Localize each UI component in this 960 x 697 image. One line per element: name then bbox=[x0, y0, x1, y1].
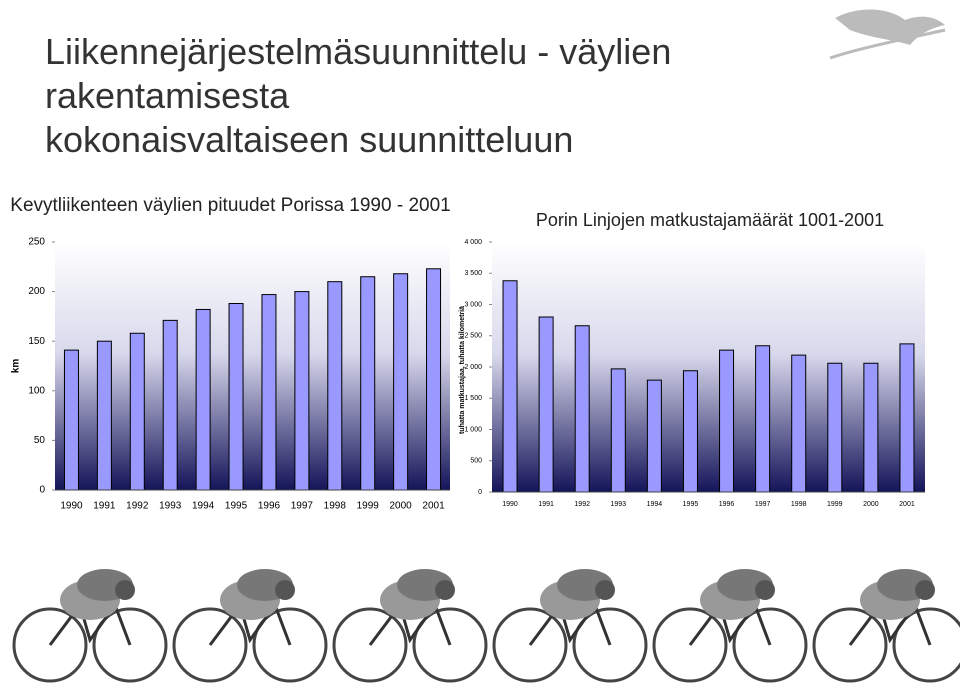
cyclist-part bbox=[115, 580, 135, 600]
x-tick-label: 1996 bbox=[258, 501, 281, 512]
cyclist-part bbox=[652, 607, 728, 683]
x-tick-label: 1990 bbox=[502, 501, 518, 508]
plot-area bbox=[492, 242, 925, 492]
bar bbox=[162, 319, 178, 491]
bar bbox=[899, 343, 915, 493]
x-tick-label: 1997 bbox=[291, 501, 314, 512]
x-tick-label: 1995 bbox=[683, 501, 699, 508]
y-tick-label: 0 bbox=[39, 485, 45, 496]
bar bbox=[195, 308, 211, 491]
x-tick-label: 2000 bbox=[863, 501, 879, 508]
x-tick-label: 2000 bbox=[390, 501, 413, 512]
y-tick-label: 0 bbox=[478, 489, 482, 496]
bar bbox=[502, 280, 518, 493]
bar bbox=[646, 379, 662, 493]
x-tick-label: 1994 bbox=[647, 501, 663, 508]
bar bbox=[827, 362, 843, 493]
y-tick-label: 4 000 bbox=[464, 239, 482, 246]
cyclist-part bbox=[492, 607, 568, 683]
y-tick-label: 200 bbox=[28, 286, 45, 297]
x-tick-label: 1999 bbox=[357, 501, 380, 512]
y-tick-label: 2 000 bbox=[464, 364, 482, 371]
slide-title: kokonaisvaltaiseen suunnitteluun bbox=[45, 119, 574, 160]
bar bbox=[294, 291, 310, 491]
cyclist-part bbox=[12, 607, 88, 683]
y-tick-label: 150 bbox=[28, 336, 45, 347]
x-tick-label: 1998 bbox=[324, 501, 347, 512]
x-tick-label: 1997 bbox=[755, 501, 771, 508]
bar bbox=[574, 325, 590, 493]
cyclist-part bbox=[572, 607, 648, 683]
cyclist-part bbox=[892, 607, 960, 683]
x-tick-label: 2001 bbox=[422, 501, 445, 512]
x-tick-label: 1990 bbox=[60, 501, 83, 512]
bar bbox=[327, 281, 343, 491]
x-tick-label: 1993 bbox=[611, 501, 627, 508]
cyclist-part bbox=[172, 607, 248, 683]
cyclist-part bbox=[275, 580, 295, 600]
x-tick-label: 1996 bbox=[719, 501, 735, 508]
cyclist-part bbox=[412, 607, 488, 683]
y-axis-label: km bbox=[11, 359, 22, 374]
bar bbox=[63, 349, 79, 491]
bar bbox=[261, 294, 277, 491]
cyclist-part bbox=[732, 607, 808, 683]
x-tick-label: 1993 bbox=[159, 501, 182, 512]
bar bbox=[791, 354, 807, 493]
cyclists bbox=[12, 569, 960, 683]
cyclist-part bbox=[92, 607, 168, 683]
x-tick-label: 1992 bbox=[574, 501, 590, 508]
cyclist-part bbox=[252, 607, 328, 683]
bar bbox=[360, 276, 376, 491]
cyclist-part bbox=[755, 580, 775, 600]
bird-logo bbox=[829, 9, 946, 60]
chart-title: Kevytliikenteen väylien pituudet Porissa… bbox=[10, 195, 451, 216]
y-tick-label: 500 bbox=[470, 458, 482, 465]
x-tick-label: 1991 bbox=[538, 501, 554, 508]
y-tick-label: 2 500 bbox=[464, 333, 482, 340]
slide-title: Liikennejärjestelmäsuunnittelu - väylien bbox=[45, 31, 672, 72]
y-tick-label: 3 000 bbox=[464, 301, 482, 308]
chart-title: Porin Linjojen matkustajamäärät 1001-200… bbox=[535, 210, 885, 230]
bar bbox=[863, 362, 879, 493]
bar bbox=[610, 368, 626, 493]
bar bbox=[426, 268, 442, 491]
plot-area bbox=[55, 242, 450, 490]
bar bbox=[129, 332, 145, 491]
y-tick-label: 250 bbox=[28, 237, 45, 248]
bar bbox=[538, 316, 554, 493]
x-tick-label: 1992 bbox=[126, 501, 149, 512]
bar bbox=[393, 273, 409, 491]
y-tick-label: 100 bbox=[28, 385, 45, 396]
x-tick-label: 1991 bbox=[93, 501, 116, 512]
bar bbox=[755, 345, 771, 493]
bar bbox=[228, 303, 244, 491]
cyclist-part bbox=[332, 607, 408, 683]
x-tick-label: 1998 bbox=[791, 501, 807, 508]
cyclist-part bbox=[812, 607, 888, 683]
bar bbox=[719, 349, 735, 493]
y-tick-label: 1 500 bbox=[464, 395, 482, 402]
cyclist-part bbox=[435, 580, 455, 600]
x-tick-label: 2001 bbox=[899, 501, 915, 508]
bar bbox=[96, 340, 112, 491]
y-tick-label: 50 bbox=[34, 435, 46, 446]
x-tick-label: 1999 bbox=[827, 501, 843, 508]
slide-title: rakentamisesta bbox=[45, 75, 290, 116]
x-tick-label: 1995 bbox=[225, 501, 248, 512]
y-axis-label: tuhatta matkustajaa, tuhatta kilometriä bbox=[459, 306, 466, 434]
bar bbox=[682, 370, 698, 493]
x-tick-label: 1994 bbox=[192, 501, 215, 512]
cyclist-part bbox=[915, 580, 935, 600]
y-tick-label: 1 000 bbox=[464, 426, 482, 433]
cyclist-part bbox=[595, 580, 615, 600]
y-tick-label: 3 500 bbox=[464, 270, 482, 277]
